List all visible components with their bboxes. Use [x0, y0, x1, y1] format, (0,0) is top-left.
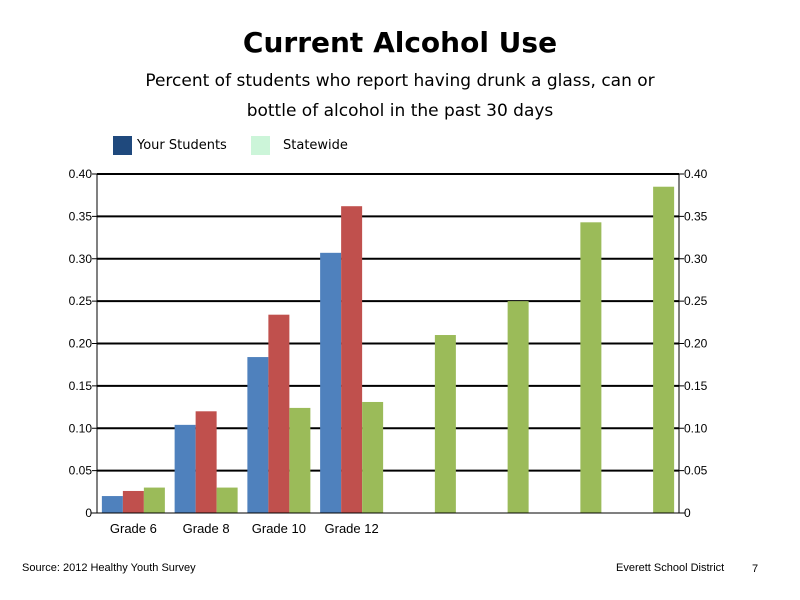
legend-swatch-statewide [251, 136, 270, 155]
legend-label-statewide: Statewide [283, 138, 348, 153]
y-tick-label-right: 0.10 [684, 421, 708, 435]
y-tick-label-left: 0.20 [69, 337, 93, 351]
legend-label-your-students: Your Students [137, 138, 227, 153]
y-tick-label-left: 0.10 [69, 421, 93, 435]
y-tick-label-right: 0.40 [684, 167, 708, 181]
bar [289, 407, 311, 513]
source-note: Source: 2012 Healthy Youth Survey [22, 562, 196, 574]
y-tick-label-left: 0.35 [69, 209, 93, 223]
page-number: 7 [752, 563, 759, 575]
x-tick-label: Grade 10 [252, 521, 306, 536]
bar [341, 206, 363, 513]
legend-swatch-your-students [113, 136, 132, 155]
x-tick-label: Grade 12 [325, 521, 379, 536]
district-name: Everett School District [616, 562, 725, 574]
y-tick-label-right: 0.35 [684, 209, 708, 223]
bar [122, 490, 144, 513]
bar [507, 301, 529, 513]
bar [247, 357, 269, 513]
bar-chart: 0 0.05 0.10 0.15 0.20 0.25 0.30 0.35 0.40 0 0.05 0.… [69, 167, 708, 536]
chart-subtitle: Percent of students who report having dr… [145, 71, 655, 121]
bar [653, 186, 675, 513]
y-tick-label-right: 0.30 [684, 252, 708, 266]
y-tick-label-right: 0 [684, 506, 691, 520]
bar [580, 222, 602, 513]
y-tick-label-right: 0.05 [684, 464, 708, 478]
y-tick-label-right: 0.20 [684, 337, 708, 351]
y-tick-label-left: 0 [85, 506, 92, 520]
bar [216, 487, 238, 513]
x-tick-label: Grade 8 [183, 521, 230, 536]
y-tick-label-left: 0.25 [69, 294, 93, 308]
bar [101, 496, 123, 513]
bar [434, 335, 456, 513]
chart-title: Current Alcohol Use [242, 26, 558, 59]
y-tick-label-right: 0.15 [684, 379, 708, 393]
x-tick-label: Grade 6 [110, 521, 157, 536]
bar [195, 411, 217, 513]
bar [143, 487, 165, 513]
bar [174, 424, 196, 513]
bar [268, 314, 290, 513]
bar [362, 401, 384, 513]
y-tick-label-left: 0.30 [69, 252, 93, 266]
bar [320, 252, 342, 513]
y-tick-label-left: 0.40 [69, 167, 93, 181]
y-tick-label-left: 0.05 [69, 464, 93, 478]
y-tick-label-left: 0.15 [69, 379, 93, 393]
y-tick-label-right: 0.25 [684, 294, 708, 308]
